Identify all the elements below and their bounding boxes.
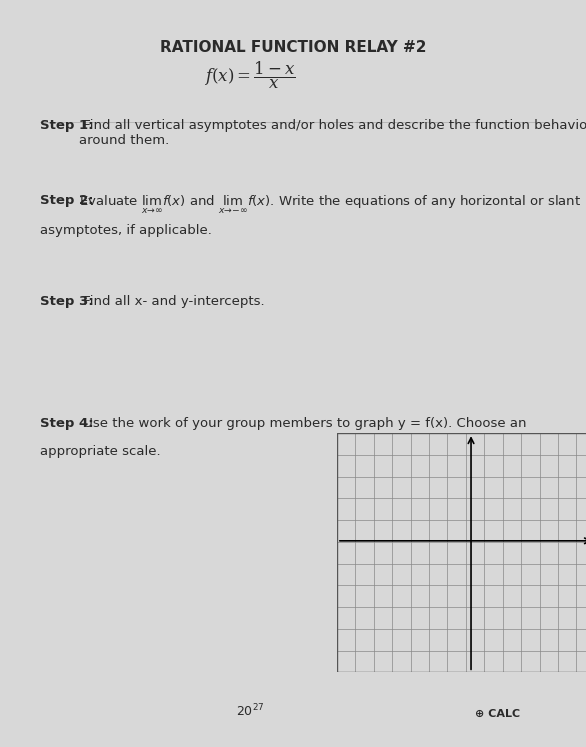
Text: Evaluate $\lim_{x\to\infty} f(x)$ and $\lim_{x\to -\infty} f(x)$. Write the equa: Evaluate $\lim_{x\to\infty} f(x)$ and $\…: [79, 194, 581, 217]
Text: Use the work of your group members to graph y = f(x). Choose an: Use the work of your group members to gr…: [79, 417, 526, 430]
Text: Step 1:: Step 1:: [40, 119, 93, 132]
Text: $f(x) = \dfrac{1-x}{x}$: $f(x) = \dfrac{1-x}{x}$: [204, 61, 296, 91]
Text: $20^{27}$: $20^{27}$: [236, 702, 264, 719]
Text: RATIONAL FUNCTION RELAY #2: RATIONAL FUNCTION RELAY #2: [160, 40, 426, 55]
Text: appropriate scale.: appropriate scale.: [40, 445, 160, 458]
Text: Step 2:: Step 2:: [40, 194, 93, 207]
Text: asymptotes, if applicable.: asymptotes, if applicable.: [40, 224, 212, 238]
Text: Step 3:: Step 3:: [40, 294, 93, 308]
Text: Find all x- and y-intercepts.: Find all x- and y-intercepts.: [79, 294, 265, 308]
Text: Find all vertical asymptotes and/or holes and describe the function behavior
aro: Find all vertical asymptotes and/or hole…: [79, 119, 586, 147]
Text: Step 4:: Step 4:: [40, 417, 93, 430]
Text: ⊕ CALC: ⊕ CALC: [475, 709, 520, 719]
